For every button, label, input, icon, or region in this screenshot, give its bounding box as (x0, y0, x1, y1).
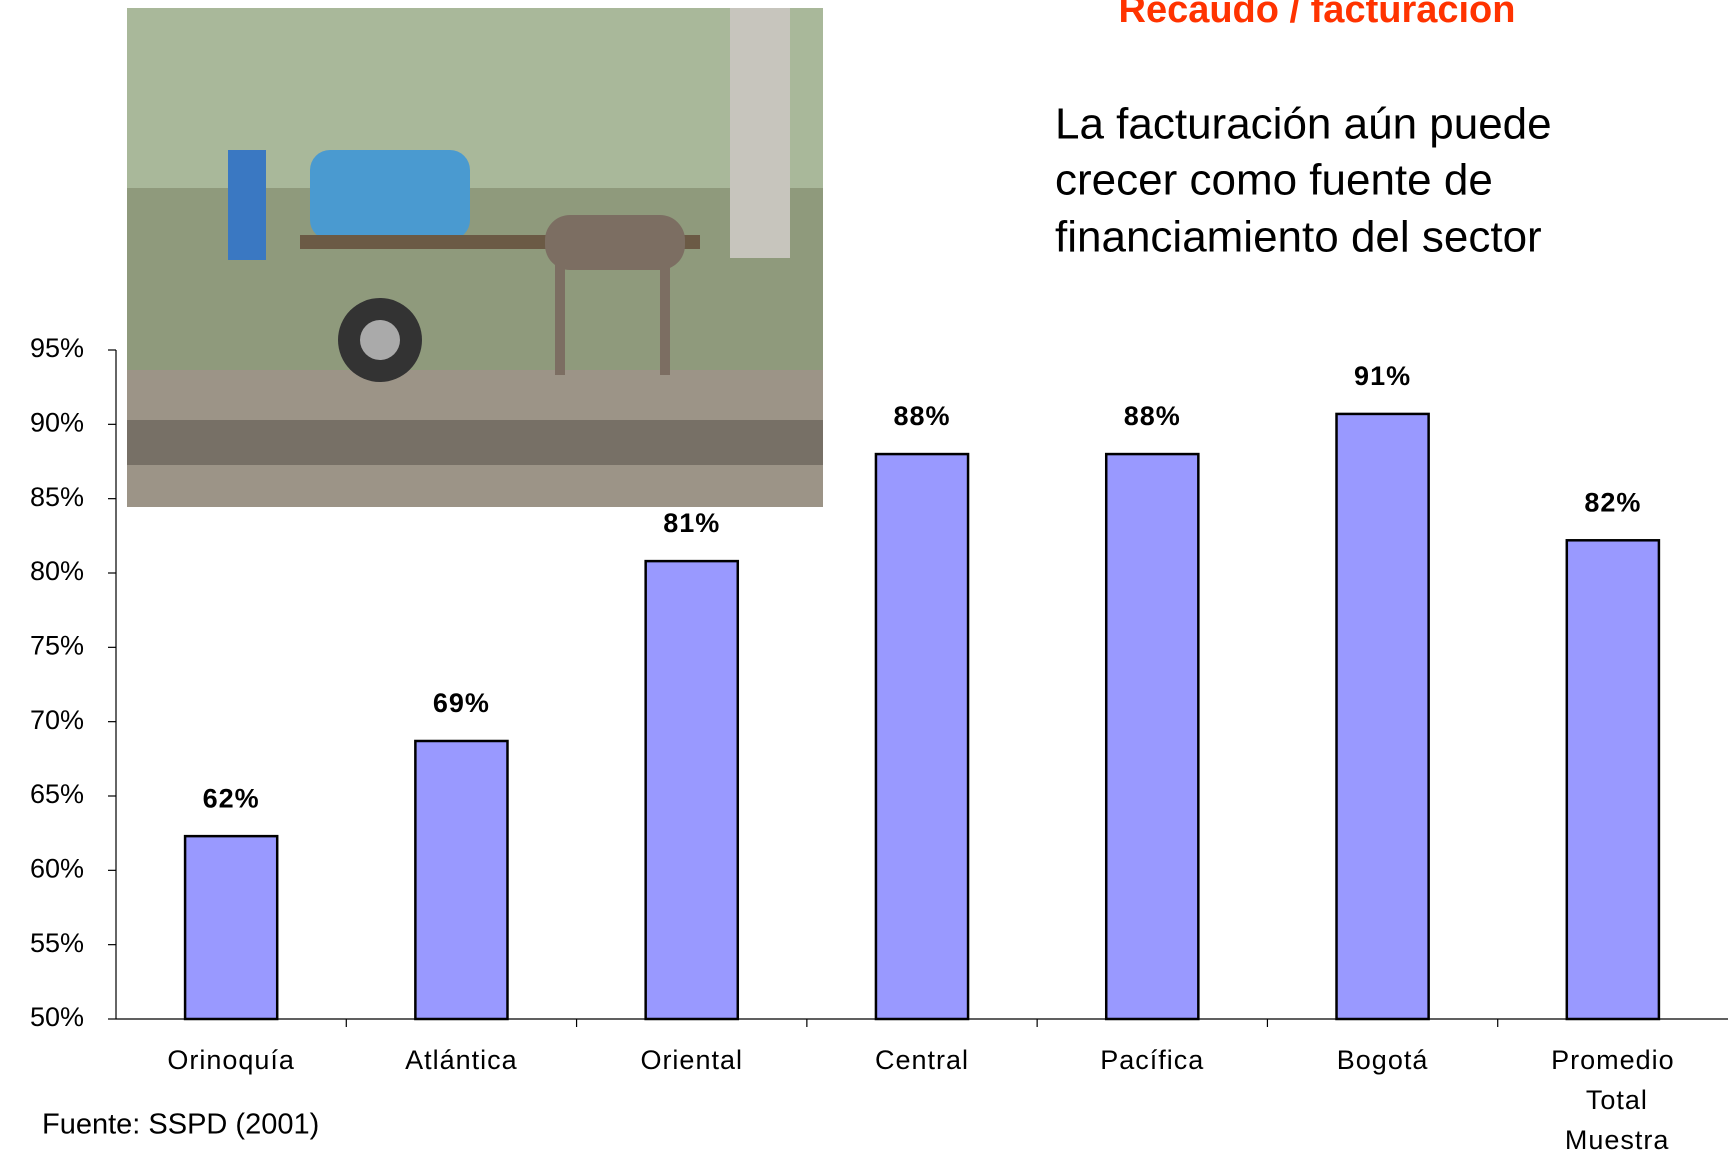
bar (644, 559, 740, 1021)
bar (183, 834, 279, 1021)
value-label: 69% (433, 688, 490, 718)
x-tick-label: Oriental (640, 1045, 743, 1075)
y-tick-label: 75% (30, 630, 84, 660)
value-label: 88% (1124, 401, 1181, 431)
bar (1335, 412, 1430, 1021)
subtitle: crecer como fuente de (1055, 156, 1493, 205)
photo (127, 8, 823, 507)
subtitle: La facturación aún puede (1055, 100, 1552, 149)
x-tick-label: Promedio Total Muestra (1551, 1045, 1675, 1154)
y-tick-label: 95% (30, 333, 84, 363)
subtitle: financiamiento del sector (1055, 213, 1542, 262)
y-tick-label: 60% (30, 853, 84, 883)
bar (414, 739, 509, 1021)
y-tick-label: 55% (30, 928, 84, 958)
y-tick-label: 50% (30, 1002, 84, 1032)
chart-title: Recaudo / facturación (1119, 0, 1516, 31)
bar (1104, 452, 1200, 1021)
x-tick-label: Bogotá (1337, 1045, 1429, 1075)
y-tick-label: 80% (30, 556, 84, 586)
x-tick-label: Pacífica (1100, 1045, 1204, 1075)
value-label: 88% (893, 401, 950, 431)
bar (874, 452, 970, 1021)
y-tick-label: 90% (30, 407, 84, 437)
source: Fuente: SSPD (2001) (42, 1109, 319, 1141)
bar (1565, 539, 1661, 1021)
value-label: 62% (203, 783, 260, 813)
x-tick-label: Atlántica (405, 1045, 518, 1075)
y-tick-label: 85% (30, 482, 84, 512)
x-tick-label: Orinoquía (167, 1045, 295, 1075)
y-tick-label: 65% (30, 779, 84, 809)
x-tick-label: Central (875, 1045, 969, 1075)
y-tick-label: 70% (30, 705, 84, 735)
value-label: 82% (1584, 487, 1641, 517)
value-label: 91% (1354, 361, 1411, 391)
value-label: 81% (663, 508, 720, 538)
